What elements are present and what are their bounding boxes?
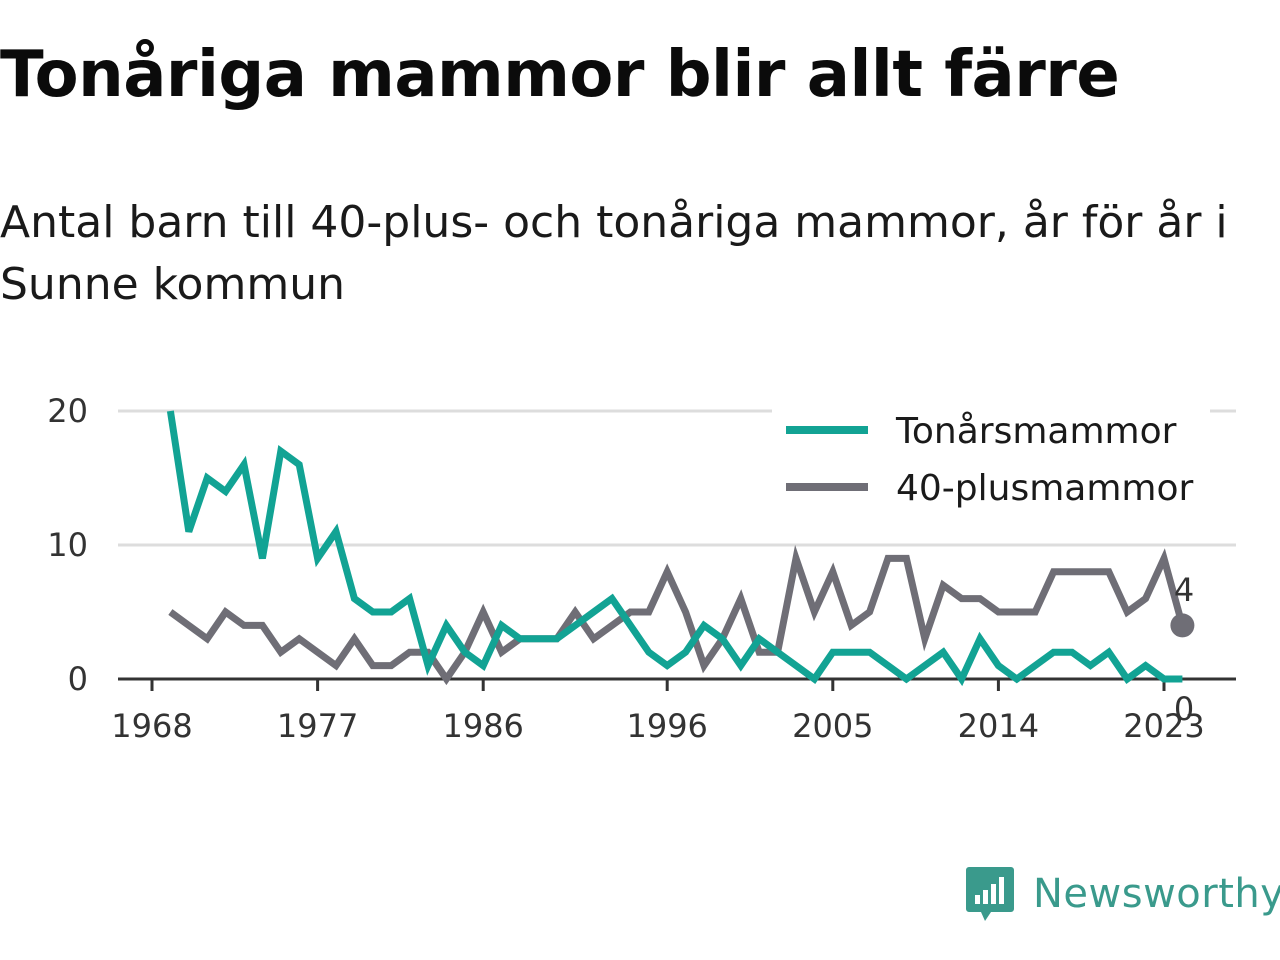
chart-title: Tonåriga mammor blir allt färre xyxy=(0,38,1120,112)
legend: Tonårsmammor 40-plusmammor xyxy=(772,404,1210,522)
x-tick-label: 2023 xyxy=(1123,707,1204,745)
y-tick-label: 10 xyxy=(47,526,88,564)
x-tick-label: 1977 xyxy=(277,707,358,745)
end-label-tonarsmammor: 0 xyxy=(1174,690,1194,728)
x-tick-label: 1968 xyxy=(111,707,192,745)
series-lines xyxy=(166,410,1195,687)
newsworthy-logo-icon xyxy=(966,867,1014,921)
series-line-tonarsmammor xyxy=(166,410,1183,687)
chart-subtitle: Antal barn till 40-plus- och tonåriga ma… xyxy=(0,197,1228,310)
x-tick-label: 2005 xyxy=(792,707,873,745)
series-line-40-plusmammor xyxy=(168,544,1186,686)
brand-name: Newsworthy xyxy=(1033,871,1280,917)
legend-label-tonarsmammor: Tonårsmammor xyxy=(895,411,1177,452)
end-labels: 4 0 xyxy=(1174,571,1194,728)
x-tick-label: 1986 xyxy=(442,707,523,745)
y-tick-label: 0 xyxy=(68,660,88,698)
y-axis-ticks: 0 10 20 xyxy=(47,392,88,698)
legend-label-40-plusmammor: 40-plusmammor xyxy=(896,468,1194,509)
brand-logo: Newsworthy xyxy=(965,862,1280,926)
x-tick-label: 2014 xyxy=(958,707,1039,745)
end-label-40-plusmammor: 4 xyxy=(1174,571,1194,609)
x-tick-label: 1996 xyxy=(626,707,707,745)
x-axis: 1968 1977 1986 1996 2005 2014 2023 xyxy=(111,677,1236,745)
end-point-40-plusmammor xyxy=(1170,613,1195,638)
legend-background xyxy=(772,404,1210,522)
y-tick-label: 20 xyxy=(47,392,88,430)
